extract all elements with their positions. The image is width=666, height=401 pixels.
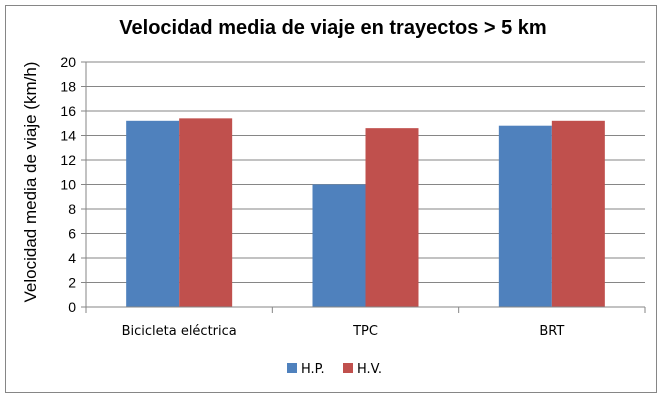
legend-swatch: [343, 363, 353, 373]
y-tick-label: 14: [60, 128, 76, 144]
y-axis-label: Velocidad media de viaje (km/h): [21, 62, 40, 303]
bar-hp-1: [126, 120, 180, 307]
legend-label: H.P.: [301, 362, 325, 377]
bar-hv-2: [365, 128, 419, 307]
bar-hp-2: [312, 184, 366, 307]
bars: [126, 118, 605, 307]
y-tick-label: 16: [60, 103, 76, 119]
bar-hv-3: [551, 120, 605, 307]
legend: H.P. H.V.: [287, 362, 382, 377]
y-tick-label: 18: [60, 79, 76, 95]
y-tick-labels: 0 2 4 6 8 10 12 14 16 18 20: [60, 54, 76, 315]
legend-label: H.V.: [357, 362, 382, 377]
bar-hv-1: [179, 118, 233, 307]
chart-title: Velocidad media de viaje en trayectos > …: [119, 17, 546, 39]
y-tick-label: 8: [68, 201, 76, 217]
bar-hp-3: [498, 125, 552, 307]
y-tick-label: 2: [68, 275, 76, 291]
y-tick-label: 0: [68, 299, 76, 315]
x-category-labels: Bicicleta eléctrica TPC BRT: [122, 324, 565, 339]
x-category-label: Bicicleta eléctrica: [122, 324, 237, 339]
legend-swatch: [287, 363, 297, 373]
y-tick-label: 10: [60, 177, 76, 193]
axes: [81, 61, 646, 313]
x-category-label: TPC: [352, 324, 378, 339]
x-category-label: BRT: [539, 324, 564, 339]
y-tick-label: 4: [68, 250, 76, 266]
y-tick-label: 6: [68, 226, 76, 242]
y-tick-label: 12: [60, 152, 76, 168]
y-tick-label: 20: [60, 54, 76, 70]
